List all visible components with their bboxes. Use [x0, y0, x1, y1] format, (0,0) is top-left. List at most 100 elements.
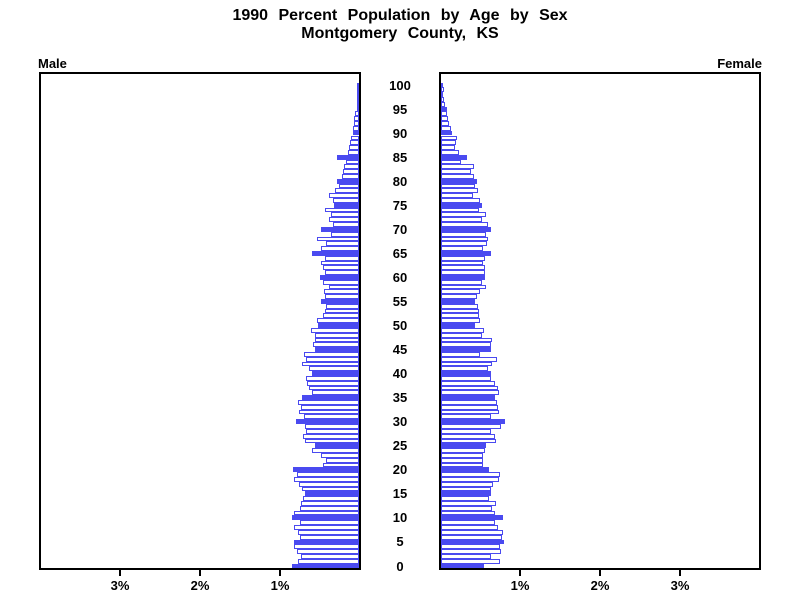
x-axis-tick — [599, 570, 601, 576]
male-bar-age-64 — [325, 255, 359, 261]
age-tick-label-50: 50 — [392, 318, 408, 333]
female-bar-age-99 — [441, 87, 445, 93]
female-bar-age-33 — [441, 404, 498, 410]
male-bar-age-11 — [294, 510, 359, 516]
x-axis-tick-label-2pct: 2% — [190, 578, 210, 593]
female-bar-age-89 — [441, 135, 457, 141]
male-bar-age-59 — [323, 279, 359, 285]
female-bar-age-48 — [441, 332, 482, 338]
female-bar-age-5 — [441, 539, 505, 545]
female-bar-age-65 — [441, 250, 492, 256]
male-bar-age-18 — [294, 477, 359, 482]
male-bar-age-76 — [332, 198, 359, 203]
female-bar-age-30 — [441, 419, 505, 425]
male-bar-age-71 — [332, 222, 359, 227]
male-bar-age-90 — [352, 130, 359, 136]
male-bar-age-26 — [304, 438, 359, 444]
female-bar-age-68 — [441, 236, 489, 242]
age-tick-label-30: 30 — [392, 414, 408, 430]
male-bar-age-93 — [354, 116, 359, 122]
male-bar-age-4 — [294, 544, 359, 550]
male-bar-age-49 — [311, 327, 359, 333]
male-bar-age-7 — [298, 529, 359, 535]
female-plot-area — [439, 72, 761, 570]
male-bar-age-1 — [298, 558, 359, 564]
female-bar-age-16 — [441, 486, 491, 492]
male-plot-area — [39, 72, 361, 570]
female-bar-age-66 — [441, 246, 483, 251]
female-bar-age-74 — [441, 207, 480, 213]
female-bar-age-93 — [441, 116, 449, 122]
male-bar-age-25 — [315, 443, 359, 449]
female-bar-age-31 — [441, 414, 492, 420]
male-bar-age-44 — [303, 351, 359, 357]
male-bar-age-16 — [302, 486, 359, 492]
male-bar-age-33 — [300, 404, 359, 410]
male-bar-age-30 — [295, 419, 359, 425]
female-bar-age-52 — [441, 313, 480, 319]
female-bar-age-3 — [441, 549, 501, 554]
male-bar-age-86 — [347, 149, 359, 155]
male-bar-age-3 — [296, 549, 359, 554]
male-bar-age-42 — [302, 361, 359, 367]
female-bar-age-9 — [441, 520, 496, 526]
male-bar-age-91 — [352, 125, 359, 131]
female-bar-age-78 — [441, 188, 478, 194]
female-bar-age-47 — [441, 337, 493, 343]
female-bar-age-98 — [441, 92, 444, 97]
male-bar-age-24 — [311, 448, 359, 453]
male-bar-age-50 — [318, 323, 359, 328]
male-bar-age-60 — [319, 274, 359, 280]
female-bar-age-28 — [441, 428, 492, 434]
female-bar-age-63 — [441, 260, 484, 266]
female-bar-age-95 — [441, 106, 448, 112]
male-bar-age-41 — [308, 366, 359, 372]
x-axis-tick — [119, 570, 121, 576]
female-bar-age-100 — [441, 82, 443, 88]
female-bar-age-35 — [441, 395, 495, 401]
age-tick-label-40: 40 — [392, 366, 408, 382]
female-bar-age-45 — [441, 347, 491, 352]
female-bar-age-67 — [441, 241, 488, 247]
female-bar-age-96 — [441, 101, 445, 107]
female-bar-age-12 — [441, 505, 493, 511]
male-bar-age-43 — [306, 356, 359, 362]
male-bar-age-65 — [311, 250, 359, 256]
female-bar-age-38 — [441, 380, 495, 386]
female-bar-age-7 — [441, 529, 503, 535]
female-bar-age-43 — [441, 356, 497, 362]
male-bar-age-29 — [304, 424, 359, 429]
male-bar-age-82 — [343, 169, 359, 174]
x-axis-tick — [199, 570, 201, 576]
male-bar-age-28 — [306, 428, 359, 434]
male-bar-age-85 — [337, 154, 359, 160]
age-tick-label-45: 45 — [392, 342, 408, 358]
female-bar-age-85 — [441, 154, 468, 160]
female-bar-age-25 — [441, 443, 486, 449]
x-axis-tick-label-2pct: 2% — [590, 578, 610, 593]
female-bar-age-57 — [441, 289, 481, 295]
female-bar-age-69 — [441, 231, 486, 237]
male-bar-age-79 — [339, 183, 359, 189]
age-tick-label-65: 65 — [392, 245, 408, 261]
female-bar-age-11 — [441, 510, 495, 516]
male-bar-age-10 — [291, 515, 359, 521]
age-tick-label-55: 55 — [392, 293, 408, 309]
female-bar-age-92 — [441, 121, 449, 126]
age-tick-label-25: 25 — [392, 438, 408, 454]
female-bar-age-4 — [441, 544, 501, 550]
female-bar-age-80 — [441, 178, 477, 184]
x-axis-tick — [519, 570, 521, 576]
female-bar-age-71 — [441, 222, 489, 227]
male-bar-age-23 — [320, 452, 359, 458]
female-bar-age-22 — [441, 457, 483, 463]
female-bar-age-56 — [441, 294, 477, 300]
male-bar-age-40 — [311, 371, 359, 376]
female-bar-age-76 — [441, 198, 481, 203]
x-axis-tick-label-1pct: 1% — [510, 578, 530, 593]
female-bar-age-70 — [441, 226, 491, 232]
female-bars-container — [441, 74, 759, 569]
male-bar-age-15 — [304, 491, 359, 497]
male-bar-age-38 — [307, 380, 359, 386]
